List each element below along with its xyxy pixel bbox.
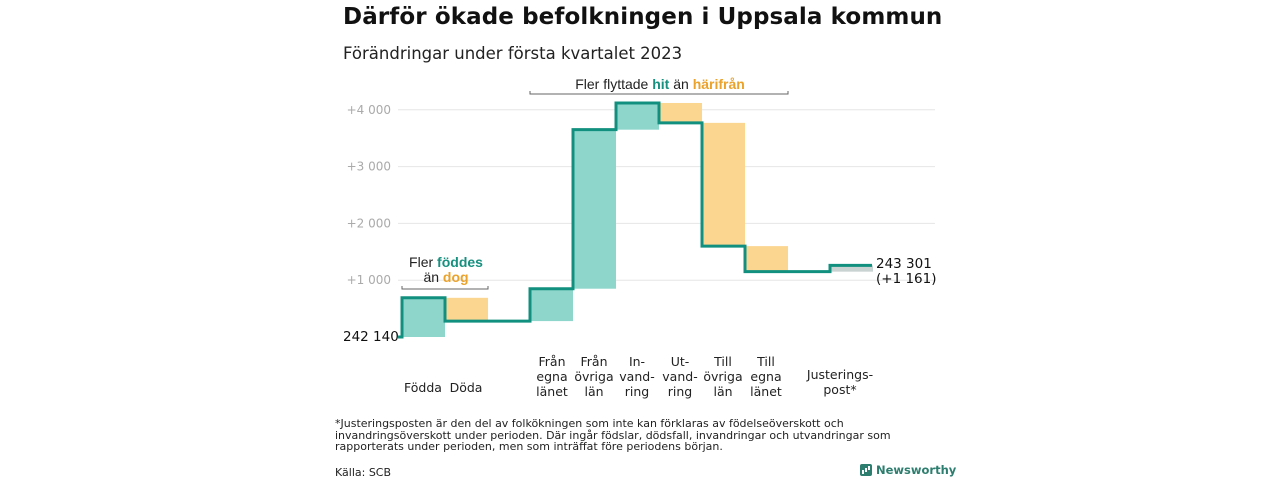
y-tick-label: +1 000 — [347, 273, 391, 287]
moves-bracket-label: Fler flyttade hit än härifrån — [575, 76, 745, 92]
births-highlight: föddes — [437, 254, 483, 270]
chart-subtitle: Förändringar under första kvartalet 2023 — [343, 44, 683, 63]
waterfall-bar — [530, 288, 573, 322]
waterfall-bar — [702, 122, 745, 247]
x-category-label: Födda — [404, 380, 442, 395]
end-value-label: 243 301 (+1 161) — [876, 256, 937, 287]
x-category-label: Justerings-post* — [806, 367, 874, 397]
x-category-label: Från övriga län — [574, 354, 614, 399]
waterfall-bar — [573, 129, 616, 289]
start-value-label: 242 140 — [343, 329, 399, 345]
footnote: *Justeringsposten är den del av folkökni… — [335, 417, 891, 453]
moved-here-highlight: hit — [652, 76, 670, 92]
x-category-label: Från egna länet — [536, 354, 568, 399]
waterfall-bar — [659, 102, 702, 123]
waterfall-bar — [402, 297, 445, 337]
waterfall-bar — [745, 246, 788, 272]
x-category-label: Ut-vand-ring — [662, 354, 698, 399]
bracket-line — [401, 286, 489, 290]
y-tick-label: +2 000 — [347, 216, 391, 230]
x-category-label: Döda — [449, 380, 483, 395]
bar-chart-icon — [860, 464, 872, 476]
brand-name: Newsworthy — [876, 463, 957, 477]
waterfall-bar — [616, 102, 659, 130]
y-tick-label: +4 000 — [347, 103, 391, 117]
moved-away-highlight: härifrån — [692, 76, 745, 92]
x-category-label: In-vand-ring — [619, 354, 655, 399]
source-label: Källa: SCB — [335, 466, 392, 479]
y-tick-label: +3 000 — [347, 160, 391, 174]
x-category-label: Till övriga län — [703, 354, 743, 399]
waterfall-bar — [445, 297, 488, 322]
brand-logo: Newsworthy — [860, 463, 956, 477]
bracket-line — [529, 91, 789, 95]
births-bracket-label: Fler föddes än dog — [409, 254, 483, 285]
waterfall-bar — [830, 265, 873, 272]
deaths-highlight: dog — [442, 269, 469, 285]
x-category-label: Till egna länet — [750, 354, 782, 399]
cumulative-step-line — [398, 101, 872, 339]
chart-title: Därför ökade befolkningen i Uppsala komm… — [343, 4, 943, 30]
